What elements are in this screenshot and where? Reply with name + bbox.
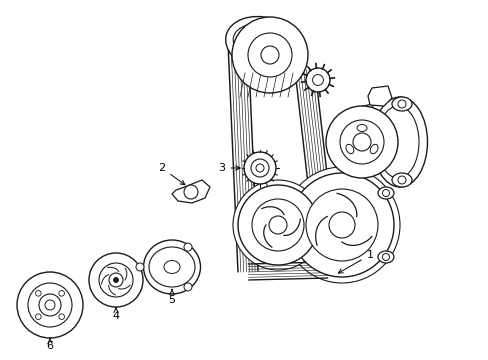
Circle shape — [284, 167, 399, 283]
Circle shape — [231, 17, 307, 93]
Circle shape — [36, 291, 41, 296]
Circle shape — [382, 189, 389, 197]
Polygon shape — [349, 104, 374, 125]
Ellipse shape — [149, 247, 195, 287]
Circle shape — [250, 159, 268, 177]
Text: 6: 6 — [46, 338, 53, 351]
Circle shape — [109, 273, 123, 287]
Circle shape — [183, 185, 198, 199]
Circle shape — [99, 263, 133, 297]
Circle shape — [397, 100, 405, 108]
Circle shape — [325, 106, 397, 178]
Ellipse shape — [233, 24, 296, 66]
Circle shape — [382, 253, 389, 261]
Circle shape — [28, 283, 72, 327]
Circle shape — [17, 272, 83, 338]
Circle shape — [45, 300, 55, 310]
Ellipse shape — [391, 173, 411, 187]
Circle shape — [305, 189, 377, 261]
Circle shape — [183, 283, 192, 291]
Ellipse shape — [356, 125, 366, 131]
Ellipse shape — [225, 17, 304, 73]
Text: 2: 2 — [158, 163, 184, 185]
Circle shape — [339, 120, 383, 164]
Ellipse shape — [377, 187, 393, 199]
Circle shape — [244, 152, 275, 184]
Circle shape — [328, 212, 354, 238]
Circle shape — [89, 253, 142, 307]
Polygon shape — [172, 180, 209, 203]
Circle shape — [113, 278, 118, 283]
Circle shape — [232, 180, 323, 270]
Ellipse shape — [352, 186, 390, 264]
Circle shape — [136, 263, 143, 271]
Ellipse shape — [369, 144, 377, 154]
Circle shape — [59, 314, 64, 319]
Circle shape — [352, 133, 370, 151]
Circle shape — [238, 185, 317, 265]
Circle shape — [268, 216, 286, 234]
Text: 4: 4 — [112, 308, 120, 321]
Circle shape — [305, 68, 329, 92]
Polygon shape — [367, 86, 391, 106]
Circle shape — [247, 33, 291, 77]
Circle shape — [251, 199, 304, 251]
Ellipse shape — [163, 261, 180, 274]
Ellipse shape — [345, 144, 353, 154]
Text: 3: 3 — [218, 163, 240, 173]
Circle shape — [36, 314, 41, 319]
Ellipse shape — [391, 97, 411, 111]
Circle shape — [397, 176, 405, 184]
Text: 1: 1 — [338, 250, 373, 273]
Circle shape — [289, 173, 393, 277]
Circle shape — [256, 164, 264, 172]
Ellipse shape — [376, 106, 418, 178]
Circle shape — [39, 294, 61, 316]
Text: 5: 5 — [168, 289, 175, 305]
Ellipse shape — [372, 97, 427, 187]
Circle shape — [312, 75, 323, 85]
Circle shape — [59, 291, 64, 296]
Ellipse shape — [143, 240, 200, 294]
Ellipse shape — [377, 251, 393, 263]
Circle shape — [183, 243, 192, 251]
Circle shape — [261, 46, 279, 64]
